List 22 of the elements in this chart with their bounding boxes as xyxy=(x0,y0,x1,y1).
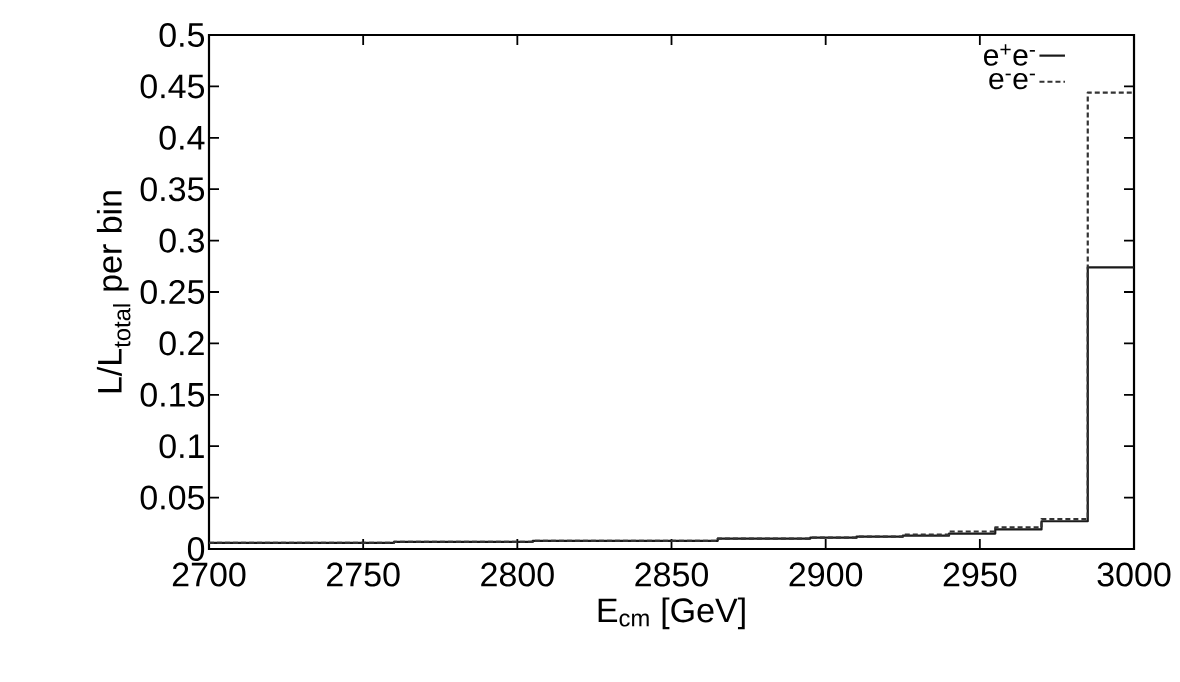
x-tick-label: 2750 xyxy=(327,562,400,587)
legend-label: e$^{-}$e$^{-}$ xyxy=(989,72,1035,90)
x-tick-label: 2900 xyxy=(789,562,863,587)
y-tick-label: 0.5 xyxy=(159,22,205,48)
x-tick-label: 2700 xyxy=(172,562,246,587)
legend-label: e$^{+}$e$^{-}$ xyxy=(984,44,1035,66)
y-tick-label: 0.05 xyxy=(140,485,205,510)
y-tick-label: 0.4 xyxy=(159,125,205,150)
y-tick-label: 0.15 xyxy=(140,382,205,407)
y-tick-label: 0.35 xyxy=(140,177,205,202)
y-tick-label: 0 xyxy=(187,536,205,562)
x-axis-title: E$_{cm}$ [GeV] xyxy=(598,597,745,630)
x-tick-label: 2850 xyxy=(635,562,708,587)
y-tick-label: 0.1 xyxy=(159,434,204,459)
y-tick-label: 0.3 xyxy=(159,228,204,253)
y-tick-label: 0.2 xyxy=(159,331,204,356)
x-tick-label: 2950 xyxy=(943,562,1017,587)
y-axis-title: L/L$_{total}$ per bin xyxy=(96,191,131,393)
y-tick-label: 0.45 xyxy=(140,74,205,99)
x-tick-label: 3000 xyxy=(1097,562,1171,587)
y-tick-label: 0.25 xyxy=(140,279,205,305)
x-tick-label: 2800 xyxy=(481,562,554,587)
